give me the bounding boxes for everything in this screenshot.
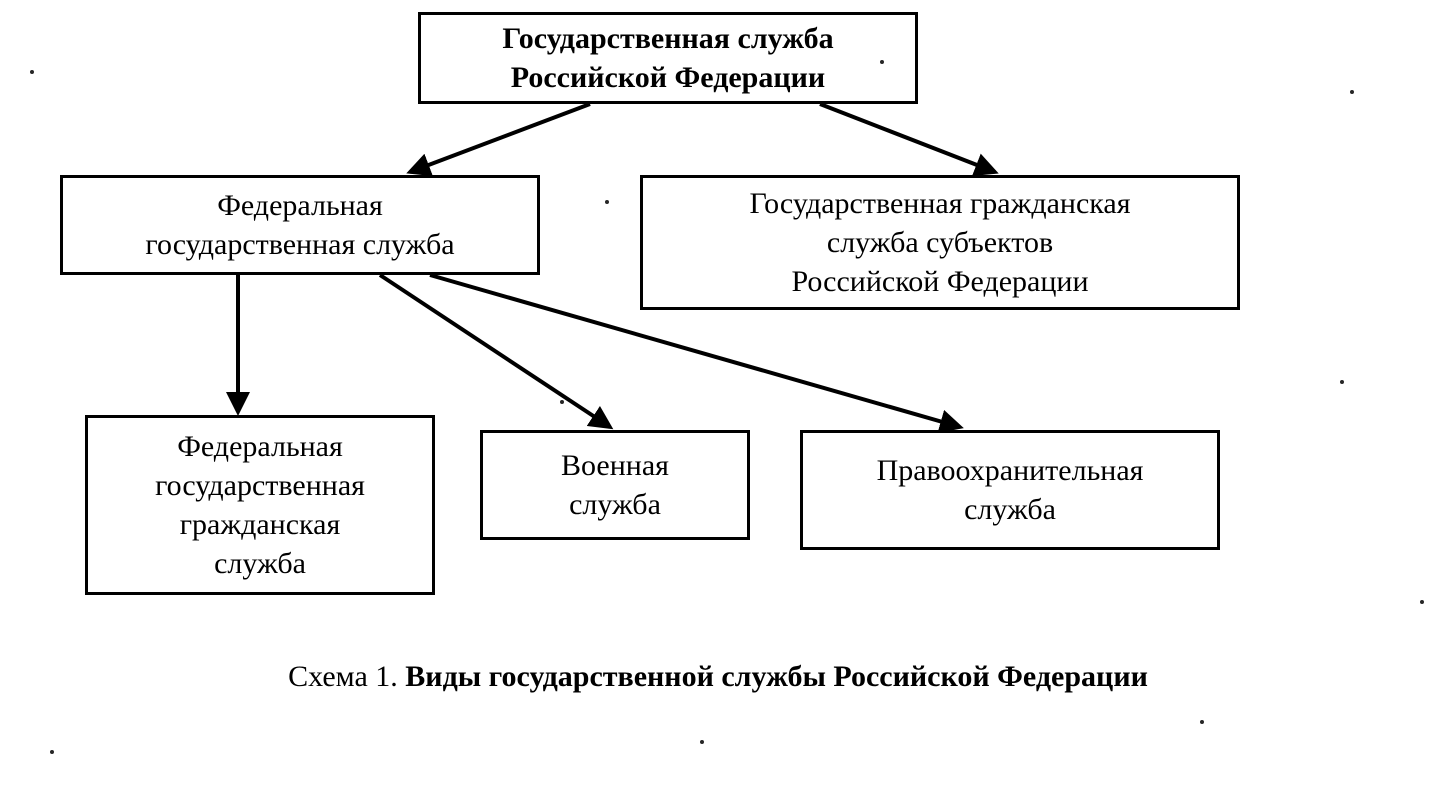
speckle (560, 400, 564, 404)
edge-root-federal (410, 104, 590, 172)
speckle (50, 750, 54, 754)
node-law-enforcement-text: Правоохранительнаяслужба (877, 451, 1144, 529)
node-subjects-text: Государственная гражданскаяслужба субъек… (749, 184, 1130, 301)
node-federal-civil: Федеральнаягосударственнаягражданскаяслу… (85, 415, 435, 595)
node-federal-text: Федеральнаягосударственная служба (145, 186, 454, 264)
edge-federal-military (380, 275, 610, 427)
caption-text: Виды государственной службы Российской Ф… (405, 660, 1148, 693)
node-military-text: Военнаяслужба (561, 446, 669, 524)
speckle (1200, 720, 1204, 724)
speckle (30, 70, 34, 74)
speckle (605, 200, 609, 204)
edge-root-subjects (820, 104, 995, 172)
node-military: Военнаяслужба (480, 430, 750, 540)
node-root: Государственная службаРоссийской Федерац… (418, 12, 918, 104)
speckle (700, 740, 704, 744)
node-root-text: Государственная службаРоссийской Федерац… (502, 19, 833, 97)
node-federal: Федеральнаягосударственная служба (60, 175, 540, 275)
diagram-caption: Схема 1. Виды государственной службы Рос… (0, 660, 1436, 694)
speckle (880, 60, 884, 64)
caption-label: Схема 1. (288, 660, 405, 693)
speckle (1420, 600, 1424, 604)
node-law-enforcement: Правоохранительнаяслужба (800, 430, 1220, 550)
speckle (1340, 380, 1344, 384)
speckle (1350, 90, 1354, 94)
node-federal-civil-text: Федеральнаягосударственнаягражданскаяслу… (155, 427, 365, 583)
node-subjects: Государственная гражданскаяслужба субъек… (640, 175, 1240, 310)
